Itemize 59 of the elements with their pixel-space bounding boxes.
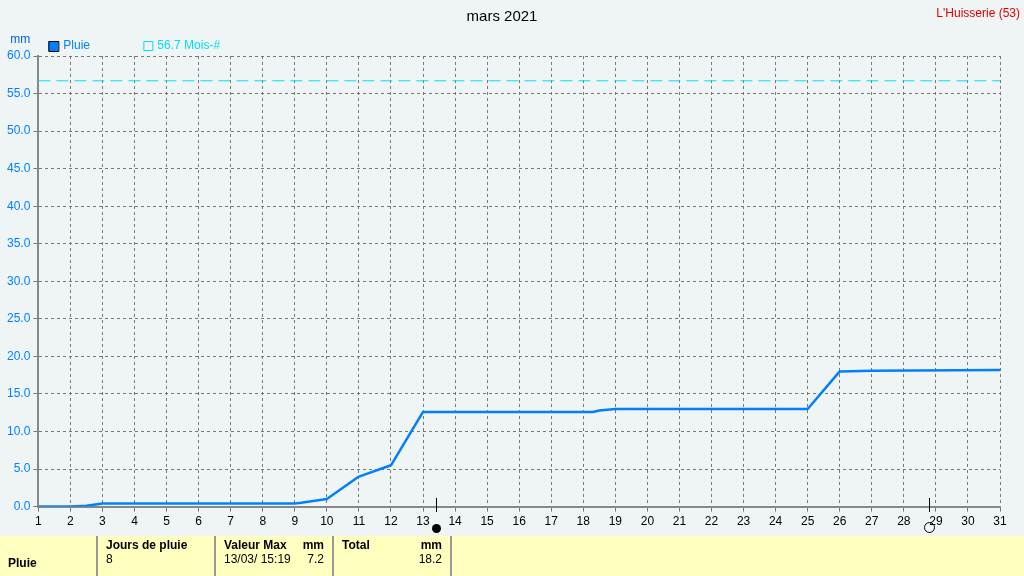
text: 7.2 bbox=[306, 552, 324, 566]
y-axis-title: mm bbox=[10, 32, 31, 47]
text: Jours de pluie bbox=[106, 538, 189, 552]
x-tick-label: 28 bbox=[897, 514, 911, 529]
x-tick-label: 6 bbox=[195, 514, 203, 529]
x-tick-label: 13 bbox=[416, 514, 431, 529]
x-tick-label: 25 bbox=[800, 514, 815, 529]
text: Total bbox=[342, 538, 370, 552]
y-tick-label: 30.0 bbox=[7, 273, 31, 288]
x-tick-label: 30 bbox=[961, 514, 975, 529]
y-tick-label: 45.0 bbox=[7, 160, 31, 175]
x-tick-label: 14 bbox=[448, 514, 463, 529]
x-tick-label: 9 bbox=[291, 514, 299, 529]
x-tick-label: 1 bbox=[35, 514, 43, 529]
y-tick-label: 25.0 bbox=[7, 311, 31, 326]
x-tick-label: 19 bbox=[608, 514, 623, 529]
y-tick-label: 5.0 bbox=[13, 461, 31, 476]
x-tick-label: 24 bbox=[768, 514, 783, 529]
legend-label: Pluie bbox=[63, 38, 91, 53]
text: mm bbox=[302, 538, 324, 552]
x-tick-label: 17 bbox=[544, 514, 559, 529]
y-tick-label: 15.0 bbox=[7, 386, 31, 401]
text: 13/03/ 15:19 bbox=[224, 552, 291, 566]
text: Pluie bbox=[7, 555, 38, 572]
x-tick-label: 3 bbox=[99, 514, 107, 529]
x-tick-label: 7 bbox=[227, 514, 235, 529]
x-tick-label: 23 bbox=[736, 514, 751, 529]
x-tick-label: 2 bbox=[67, 514, 75, 529]
x-tick-label: 18 bbox=[576, 514, 591, 529]
x-tick-label: 16 bbox=[512, 514, 527, 529]
x-tick-label: 29 bbox=[929, 514, 943, 529]
text: Valeur Max bbox=[224, 538, 288, 552]
x-tick-label: 8 bbox=[259, 514, 267, 529]
chart-title: mars 2021 bbox=[466, 7, 538, 25]
y-tick-label: 55.0 bbox=[7, 85, 31, 100]
x-tick-label: 4 bbox=[131, 514, 139, 529]
text: mm bbox=[419, 538, 442, 552]
y-tick-label: 60.0 bbox=[7, 48, 31, 63]
x-tick-label: 26 bbox=[833, 514, 847, 529]
x-tick-label: 11 bbox=[352, 514, 366, 529]
text: L'Huisserie (53) bbox=[936, 6, 1020, 20]
y-tick-label: 35.0 bbox=[7, 236, 31, 251]
y-tick-label: 10.0 bbox=[7, 423, 31, 438]
text: 8 bbox=[106, 552, 114, 566]
legend-label: 56.7 Mois-# bbox=[157, 38, 221, 53]
x-tick-label: 21 bbox=[672, 514, 687, 529]
x-tick-label: 15 bbox=[480, 514, 495, 529]
y-tick-label: 50.0 bbox=[7, 123, 31, 138]
text: 18.2 bbox=[418, 552, 442, 566]
x-tick-label: 20 bbox=[640, 514, 655, 529]
x-tick-label: 5 bbox=[163, 514, 171, 529]
x-tick-label: 10 bbox=[320, 514, 334, 529]
y-tick-label: 40.0 bbox=[7, 198, 31, 213]
y-tick-label: 20.0 bbox=[7, 348, 31, 363]
x-tick-label: 31 bbox=[993, 514, 1007, 529]
x-tick-label: 22 bbox=[704, 514, 719, 529]
x-tick-label: 12 bbox=[384, 514, 398, 529]
x-tick-label: 27 bbox=[865, 514, 879, 529]
y-tick-label: 0.0 bbox=[13, 498, 31, 513]
